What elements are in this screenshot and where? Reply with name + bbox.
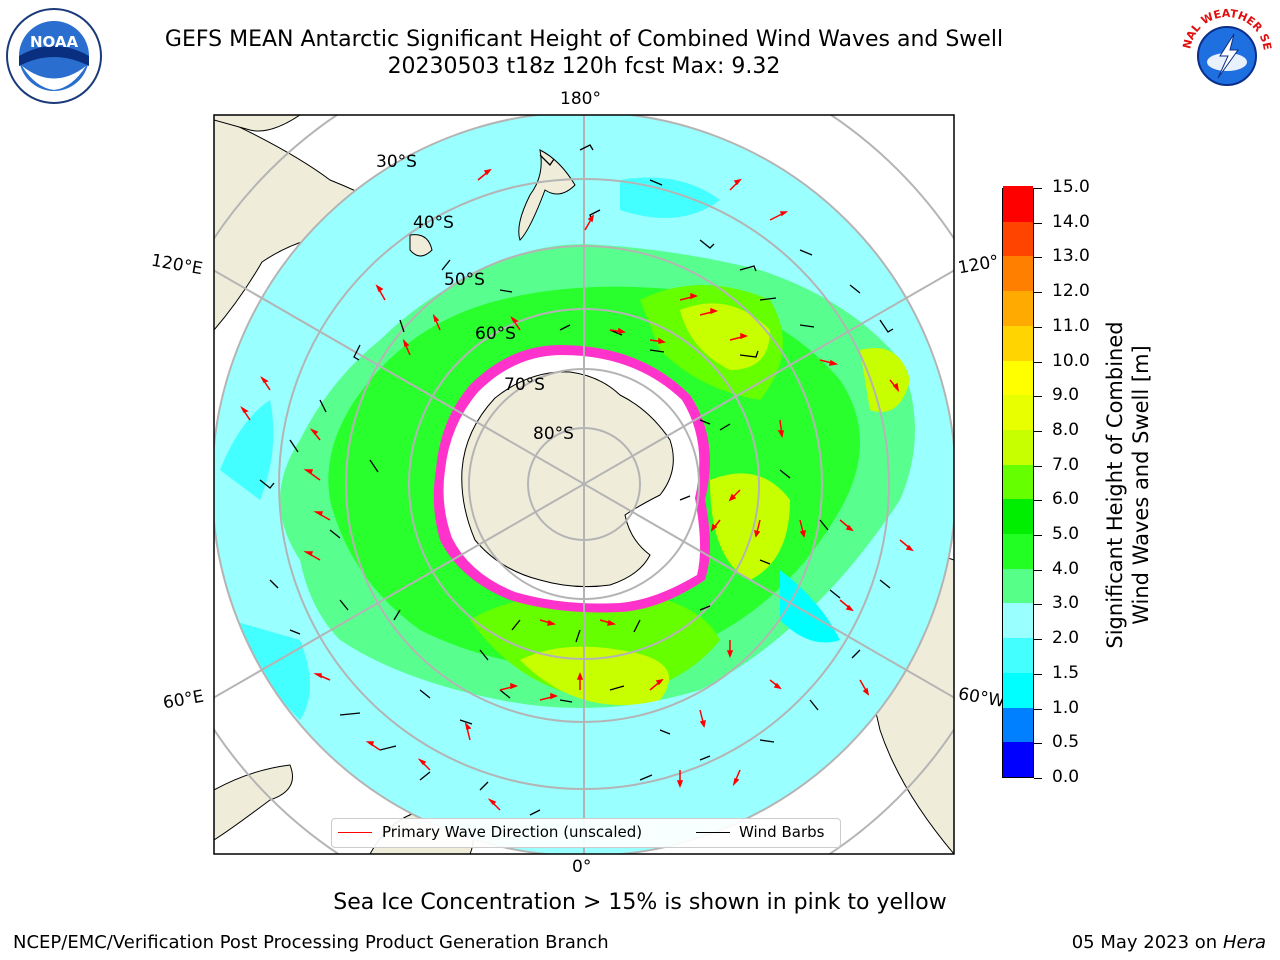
colorbar-segment bbox=[1003, 637, 1033, 673]
africa-land bbox=[214, 764, 293, 841]
colorbar-tick bbox=[1034, 361, 1042, 363]
colorbar-tick bbox=[1034, 604, 1042, 606]
colorbar-segment bbox=[1003, 394, 1033, 430]
map-legend: Primary Wave Direction (unscaled) Wind B… bbox=[331, 818, 841, 848]
colorbar-tick-label: 9.0 bbox=[1052, 385, 1080, 406]
colorbar-tick-label: 7.0 bbox=[1052, 454, 1080, 475]
colorbar bbox=[1002, 186, 1034, 778]
colorbar-tick bbox=[1034, 465, 1042, 467]
colorbar-segment bbox=[1003, 672, 1033, 708]
colorbar-segment bbox=[1003, 255, 1033, 292]
colorbar-tick-label: 11.0 bbox=[1052, 315, 1090, 336]
colorbar-tick-label: 1.0 bbox=[1052, 697, 1080, 718]
colorbar-tick-label: 8.0 bbox=[1052, 419, 1080, 440]
colorbar-tick bbox=[1034, 430, 1042, 432]
colorbar-tick bbox=[1034, 743, 1042, 745]
colorbar-tick bbox=[1034, 257, 1042, 259]
new-zealand-land bbox=[518, 149, 576, 241]
colorbar-segment bbox=[1003, 429, 1033, 465]
chart-subtitle: 20230503 t18z 120h fcst Max: 9.32 bbox=[387, 54, 781, 79]
colorbar-segment bbox=[1003, 464, 1033, 500]
colorbar-segment bbox=[1003, 186, 1033, 222]
colorbar-segment bbox=[1003, 221, 1033, 257]
colorbar-tick-label: 5.0 bbox=[1052, 524, 1080, 545]
wind-barb-legend-label: Wind Barbs bbox=[739, 823, 825, 841]
colorbar-segment bbox=[1003, 602, 1033, 639]
colorbar-tick-label: 0.0 bbox=[1052, 767, 1080, 787]
wave-direction-legend-label: Primary Wave Direction (unscaled) bbox=[382, 823, 643, 841]
colorbar-tick bbox=[1034, 708, 1042, 710]
lat-label-60s: 60°S bbox=[475, 324, 516, 344]
wave-arrows bbox=[240, 168, 914, 811]
nws-logo: NATIONAL WEATHER SERVICE bbox=[1176, 4, 1274, 103]
colorbar-tick-label: 15.0 bbox=[1052, 177, 1090, 197]
colorbar-segment bbox=[1003, 359, 1033, 396]
noaa-logo: NOAA bbox=[6, 8, 102, 104]
svg-text:NOAA: NOAA bbox=[30, 33, 79, 51]
colorbar-tick bbox=[1034, 673, 1042, 675]
colorbar-segment bbox=[1003, 325, 1033, 361]
colorbar-tick bbox=[1034, 639, 1042, 641]
colorbar-tick-label: 12.0 bbox=[1052, 281, 1090, 302]
sea-ice-note: Sea Ice Concentration > 15% is shown in … bbox=[333, 890, 947, 915]
colorbar-tick-label: 10.0 bbox=[1052, 350, 1090, 371]
colorbar-segment bbox=[1003, 707, 1033, 743]
chart-title: GEFS MEAN Antarctic Significant Height o… bbox=[164, 27, 1004, 52]
colorbar-segment bbox=[1003, 290, 1033, 326]
lon-label-180: 180° bbox=[560, 89, 601, 109]
lon-label-0: 0° bbox=[572, 857, 592, 877]
colorbar-title: Significant Height of Combined Wind Wave… bbox=[1102, 285, 1154, 685]
lat-label-40s: 40°S bbox=[413, 213, 454, 233]
colorbar-tick bbox=[1034, 778, 1042, 779]
colorbar-tick bbox=[1034, 188, 1042, 189]
colorbar-tick bbox=[1034, 326, 1042, 328]
colorbar-tick bbox=[1034, 222, 1042, 224]
colorbar-tick bbox=[1034, 292, 1042, 294]
footer-machine: Hera bbox=[1222, 932, 1266, 953]
colorbar-tick-label: 6.0 bbox=[1052, 489, 1080, 510]
colorbar-segment bbox=[1003, 741, 1033, 777]
footer-date-text: 05 May 2023 on bbox=[1071, 932, 1218, 953]
lat-label-80s: 80°S bbox=[533, 424, 574, 444]
colorbar-tick bbox=[1034, 535, 1042, 537]
wave-direction-swatch bbox=[338, 832, 372, 833]
colorbar-segment bbox=[1003, 498, 1033, 535]
colorbar-tick-label: 4.0 bbox=[1052, 558, 1080, 579]
colorbar-tick-label: 14.0 bbox=[1052, 211, 1090, 232]
antarctica-land bbox=[461, 371, 674, 588]
colorbar-segment bbox=[1003, 568, 1033, 604]
colorbar-segment bbox=[1003, 533, 1033, 569]
wind-barb-swatch bbox=[696, 832, 730, 833]
colorbar-title-line2: Wind Waves and Swell [m] bbox=[1129, 345, 1153, 625]
footer-date: 05 May 2023 on Hera bbox=[1072, 932, 1266, 953]
lat-label-30s: 30°S bbox=[376, 152, 417, 172]
colorbar-tick bbox=[1034, 500, 1042, 502]
wind-barbs bbox=[259, 144, 894, 816]
colorbar-tick-label: 1.5 bbox=[1052, 662, 1080, 683]
colorbar-tick bbox=[1034, 396, 1042, 398]
lat-label-70s: 70°S bbox=[504, 375, 545, 395]
colorbar-tick-label: 3.0 bbox=[1052, 593, 1080, 614]
lat-label-50s: 50°S bbox=[444, 270, 485, 290]
colorbar-tick-label: 2.0 bbox=[1052, 628, 1080, 649]
colorbar-title-line1: Significant Height of Combined bbox=[1103, 321, 1127, 649]
colorbar-tick bbox=[1034, 569, 1042, 571]
colorbar-tick-label: 13.0 bbox=[1052, 246, 1090, 267]
colorbar-tick-label: 0.5 bbox=[1052, 732, 1080, 753]
footer-credit: NCEP/EMC/Verification Post Processing Pr… bbox=[13, 932, 609, 953]
